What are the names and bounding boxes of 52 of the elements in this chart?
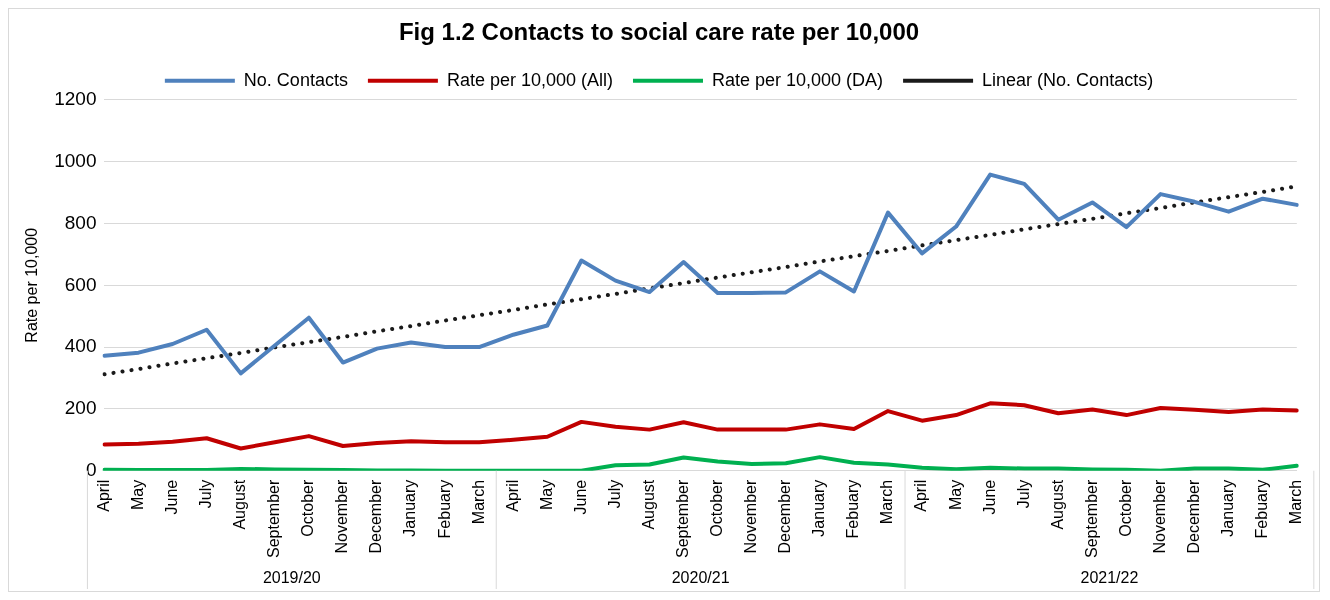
x-tick-label: June <box>163 479 181 515</box>
x-tick-label: January <box>810 479 828 537</box>
legend-label: Rate per 10,000 (DA) <box>711 69 884 90</box>
x-tick-label: December <box>776 479 794 554</box>
text: 2019/20 <box>262 569 321 587</box>
x-tick-label: October <box>708 479 726 537</box>
legend-label: Rate per 10,000 (All) <box>446 69 613 90</box>
x-tick-label: April <box>912 479 930 512</box>
y-tick-label: 200 <box>64 397 97 419</box>
x-tick-label: May <box>128 479 146 510</box>
x-tick-label: January <box>1219 479 1237 537</box>
x-tick-label: Febuary <box>1253 479 1271 539</box>
x-tick-label: April <box>503 479 521 512</box>
y-tick-label: 0 <box>85 458 97 480</box>
x-tick-label: September <box>1082 479 1100 558</box>
x-tick-label: November <box>1150 479 1168 554</box>
x-tick-label: October <box>1116 479 1134 537</box>
x-tick-label: August <box>1048 479 1066 530</box>
x-tick-label: Febuary <box>844 479 862 539</box>
x-tick-label: July <box>1014 479 1032 509</box>
x-tick-label: June <box>980 479 998 515</box>
y-axis-title: Rate per 10,000 <box>23 227 41 343</box>
x-tick-label: November <box>333 479 351 554</box>
x-tick-label: November <box>742 479 760 554</box>
text: 2020/21 <box>671 569 730 587</box>
y-tick-label: 400 <box>64 335 97 357</box>
x-tick-label: August <box>231 479 249 530</box>
x-tick-label: October <box>299 479 317 537</box>
y-tick-label: 1200 <box>54 88 97 110</box>
legend-label: No. Contacts <box>243 69 348 90</box>
x-tick-label: April <box>94 479 112 512</box>
legend-label: Linear (No. Contacts) <box>982 69 1154 90</box>
x-tick-label: December <box>367 479 385 554</box>
chart-title: Fig 1.2 Contacts to social care rate per 10,000 <box>398 18 920 46</box>
x-tick-label: July <box>605 479 623 509</box>
x-tick-label: Febuary <box>435 479 453 539</box>
x-tick-label: September <box>674 479 692 558</box>
x-tick-label: June <box>571 479 589 515</box>
y-tick-label: 800 <box>64 211 97 233</box>
x-tick-label: May <box>537 479 555 510</box>
x-tick-label: March <box>1287 479 1305 525</box>
x-tick-label: March <box>469 479 487 525</box>
x-tick-label: January <box>401 479 419 537</box>
x-tick-label: May <box>946 479 964 510</box>
y-tick-label: 1000 <box>54 149 97 171</box>
x-tick-label: July <box>197 479 215 509</box>
text: 2021/22 <box>1080 569 1139 587</box>
x-tick-label: August <box>639 479 657 530</box>
x-tick-label: September <box>265 479 283 558</box>
x-tick-label: March <box>878 479 896 525</box>
y-tick-label: 600 <box>64 273 97 295</box>
x-tick-label: December <box>1185 479 1203 554</box>
